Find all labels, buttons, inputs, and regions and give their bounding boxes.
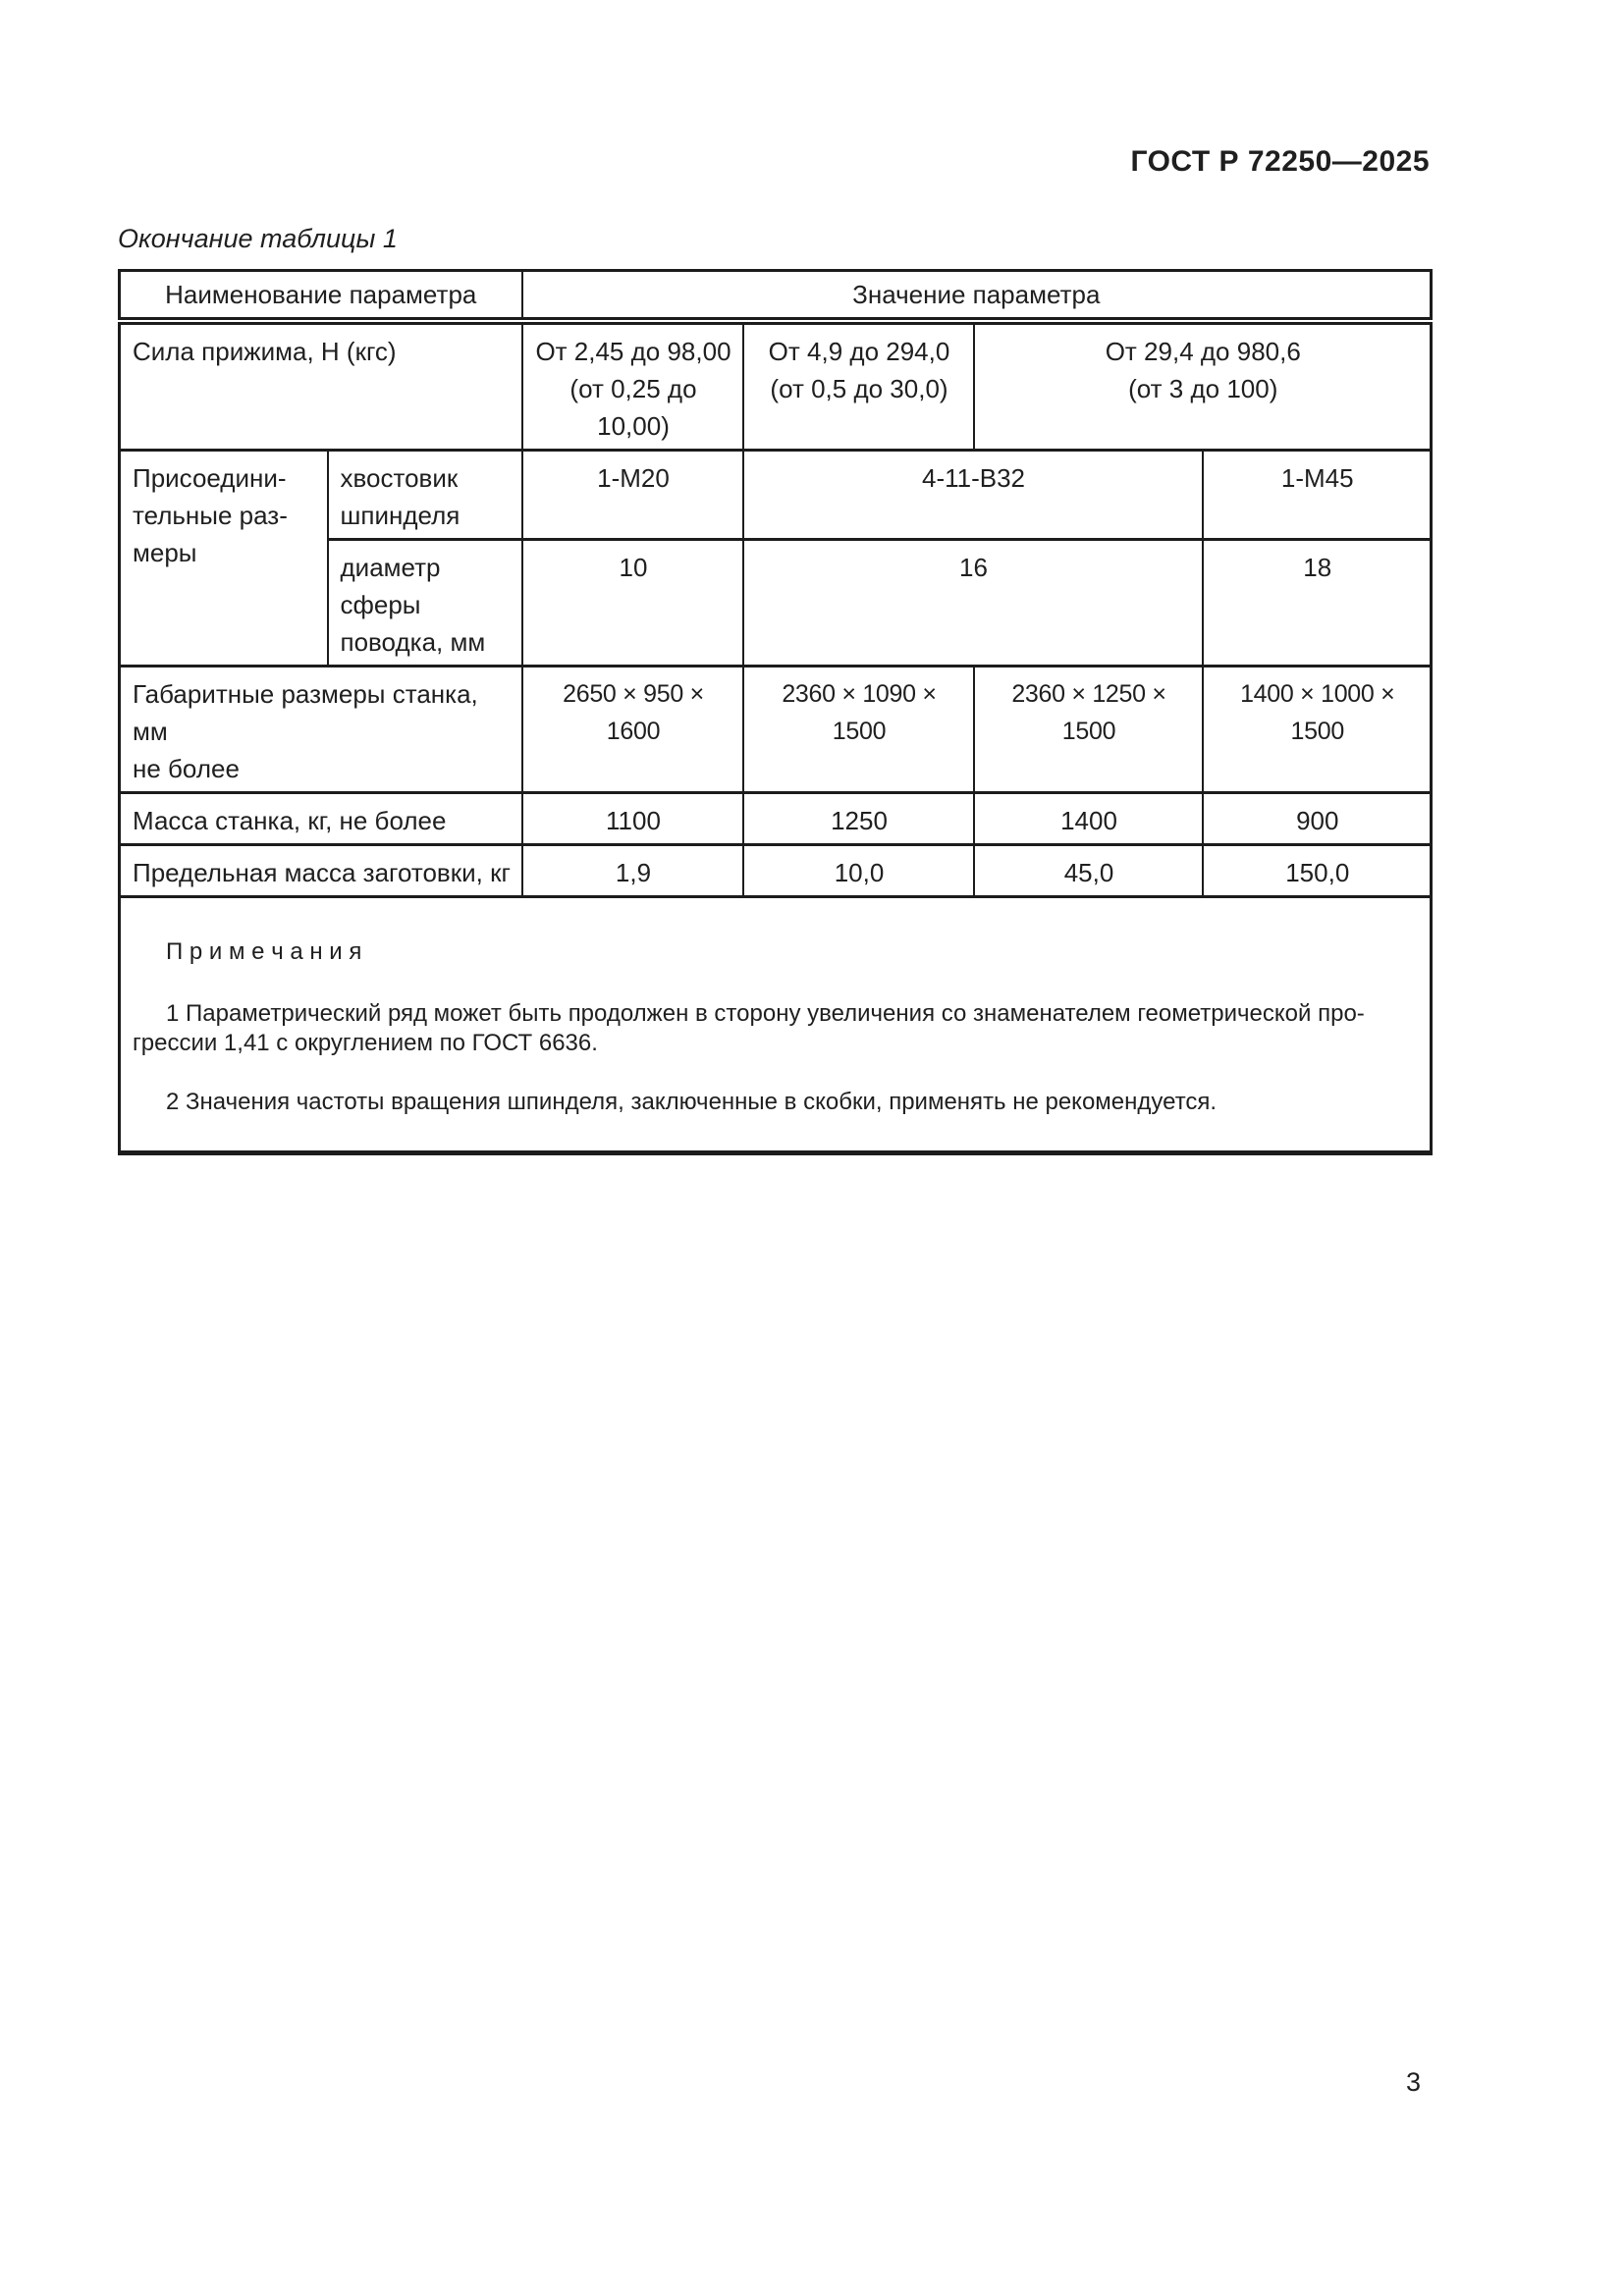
notes-cell: П р и м е ч а н и я 1 Параметрический ря… xyxy=(118,895,1433,1154)
table-notes-row: П р и м е ч а н и я 1 Параметрический ря… xyxy=(118,895,1433,1154)
param-value-cell: 1400 × 1000 × 1500 xyxy=(1201,665,1433,794)
param-value-cell: От 29,4 до 980,6 (от 3 до 100) xyxy=(972,319,1433,452)
param-value-cell: 1100 xyxy=(520,791,744,846)
table-caption: Окончание таблицы 1 xyxy=(118,224,398,253)
table-row: диаметр сферы поводка, мм 10 16 18 xyxy=(120,538,1433,667)
param-name-cell: Сила прижима, Н (кгс) xyxy=(118,319,523,452)
param-value-cell: 1400 xyxy=(972,791,1204,846)
table-row: Сила прижима, Н (кгс) От 2,45 до 98,00 (… xyxy=(118,319,1433,452)
document-code: ГОСТ Р 72250—2025 xyxy=(1130,145,1430,178)
column-header-parameter-value: Значение параметра xyxy=(520,269,1433,325)
note-item-1: 1 Параметрический ряд может быть продолж… xyxy=(133,1000,1365,1056)
table-row: Предельная масса заготовки, кг 1,9 10,0 … xyxy=(118,843,1433,898)
param-value-cell: 10 xyxy=(520,538,744,667)
param-value-cell: 1250 xyxy=(741,791,975,846)
param-value-cell: 1-М45 xyxy=(1201,449,1433,541)
parameters-table: Наименование параметра Значение параметр… xyxy=(118,269,1434,1155)
param-value-cell: 900 xyxy=(1201,791,1433,846)
table-row: Габаритные размеры станка, мм не более 2… xyxy=(118,665,1433,794)
param-value-cell: 2360 × 1250 × 1500 xyxy=(972,665,1204,794)
param-name-cell: Габаритные размеры станка, мм не более xyxy=(118,665,523,794)
param-value-cell: От 2,45 до 98,00 (от 0,25 до 10,00) xyxy=(520,319,744,452)
param-value-cell: 2360 × 1090 × 1500 xyxy=(741,665,975,794)
param-subname-cell: диаметр сферы поводка, мм xyxy=(326,538,523,667)
table-header-row: Наименование параметра Значение параметр… xyxy=(118,269,1433,325)
param-value-cell: 1,9 xyxy=(520,843,744,898)
param-name-cell: Присоедини- тельные раз- меры xyxy=(118,449,329,667)
param-value-cell: 150,0 xyxy=(1201,843,1433,898)
page-number: 3 xyxy=(1406,2067,1422,2097)
table-row: Присоедини- тельные раз- меры хвостовик … xyxy=(118,449,1433,667)
note-item-2: 2 Значения частоты вращения шпинделя, за… xyxy=(166,1089,1218,1115)
param-value-cell: 2650 × 950 × 1600 xyxy=(520,665,744,794)
param-value-cell: От 4,9 до 294,0 (от 0,5 до 30,0) xyxy=(741,319,975,452)
column-header-parameter-name: Наименование параметра xyxy=(118,269,523,325)
table-row: Масса станка, кг, не более 1100 1250 140… xyxy=(118,791,1433,846)
param-value-cell: 10,0 xyxy=(741,843,975,898)
param-value-cell: 16 xyxy=(741,538,1204,667)
notes-title: П р и м е ч а н и я xyxy=(166,938,362,965)
param-name-cell: Предельная масса заготовки, кг xyxy=(118,843,523,898)
param-value-cell: 4-11-В32 xyxy=(741,449,1204,541)
param-value-cell: 18 xyxy=(1201,538,1433,667)
param-value-cell: 45,0 xyxy=(972,843,1204,898)
param-value-cell: 1-М20 xyxy=(520,449,744,541)
param-subname-cell: хвостовик шпинделя xyxy=(326,449,523,541)
param-name-cell: Масса станка, кг, не более xyxy=(118,791,523,846)
